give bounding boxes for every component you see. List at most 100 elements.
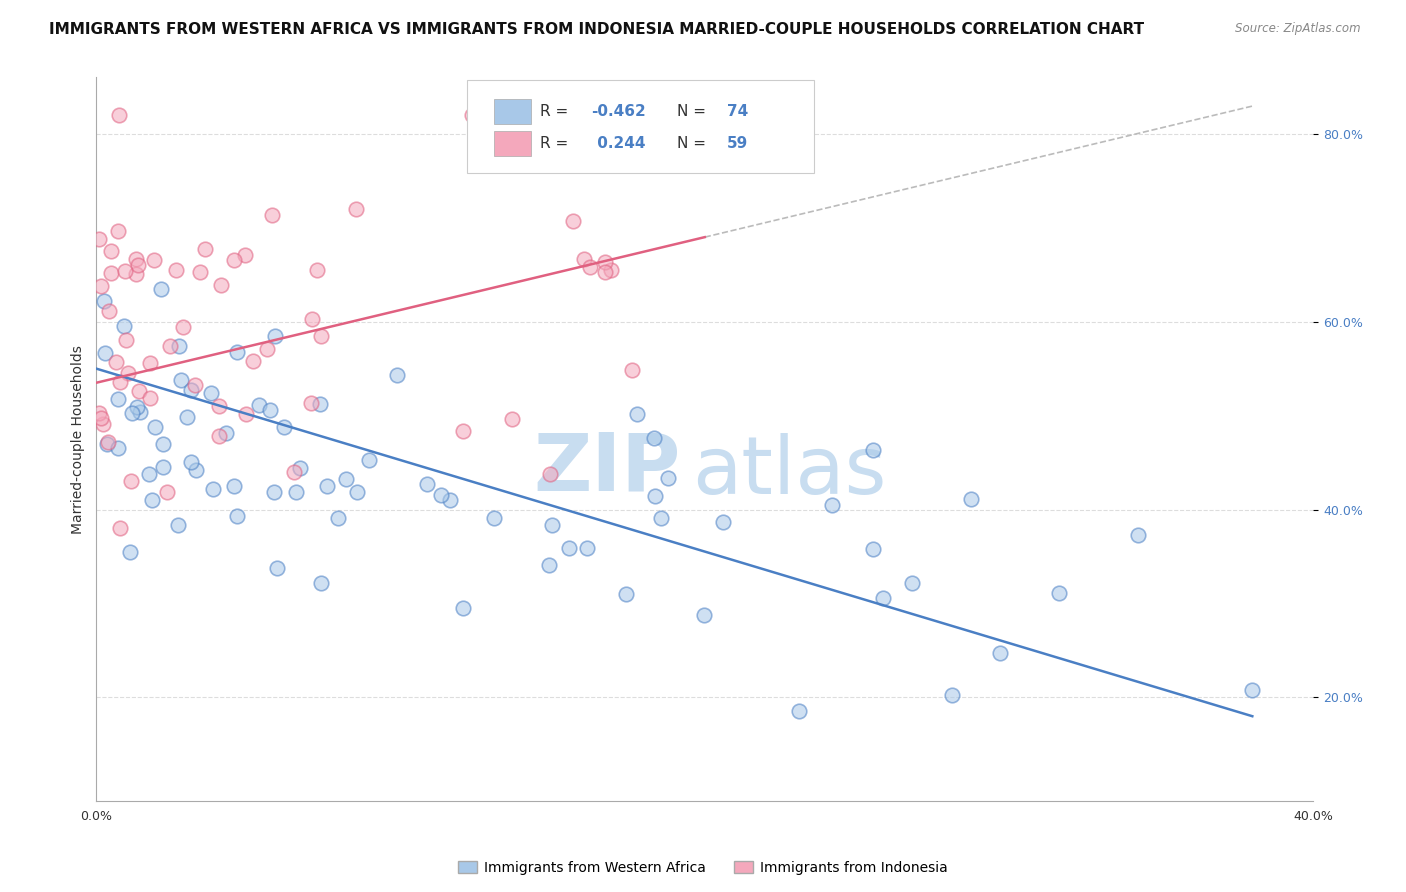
- Text: ZIP: ZIP: [533, 429, 681, 507]
- Y-axis label: Married-couple Households: Married-couple Households: [72, 344, 86, 533]
- Point: [226, 509, 249, 524]
- Point: [1047, 586, 1070, 600]
- Point: [301, 312, 323, 326]
- Point: [121, 406, 143, 420]
- Point: [200, 385, 222, 400]
- Point: [100, 266, 122, 280]
- Point: [97, 435, 120, 450]
- Point: [115, 333, 138, 347]
- Point: [170, 372, 193, 386]
- Point: [644, 489, 666, 503]
- Point: [988, 646, 1011, 660]
- Point: [558, 541, 581, 555]
- Point: [184, 463, 207, 477]
- Point: [165, 263, 187, 277]
- Point: [142, 252, 165, 267]
- Point: [138, 467, 160, 481]
- Point: [593, 255, 616, 269]
- Point: [285, 485, 308, 500]
- Point: [104, 355, 127, 369]
- Point: [256, 342, 278, 356]
- Point: [593, 265, 616, 279]
- Point: [242, 353, 264, 368]
- Point: [172, 319, 194, 334]
- Point: [194, 243, 217, 257]
- Point: [643, 431, 665, 445]
- Point: [90, 411, 112, 425]
- Text: N =: N =: [676, 104, 710, 119]
- Point: [538, 467, 561, 481]
- Point: [110, 521, 132, 535]
- Point: [152, 460, 174, 475]
- Point: [259, 403, 281, 417]
- Point: [1241, 682, 1264, 697]
- Point: [451, 424, 474, 438]
- Point: [108, 375, 131, 389]
- FancyBboxPatch shape: [467, 80, 814, 173]
- Point: [482, 510, 505, 524]
- Point: [626, 407, 648, 421]
- Point: [150, 282, 173, 296]
- Point: [233, 248, 256, 262]
- Point: [299, 395, 322, 409]
- Point: [249, 398, 271, 412]
- Point: [107, 441, 129, 455]
- Point: [89, 406, 111, 420]
- Point: [290, 461, 312, 475]
- Point: [872, 591, 894, 605]
- Point: [152, 437, 174, 451]
- Point: [346, 485, 368, 500]
- Text: -0.462: -0.462: [592, 104, 647, 119]
- Point: [208, 399, 231, 413]
- Text: IMMIGRANTS FROM WESTERN AFRICA VS IMMIGRANTS FROM INDONESIA MARRIED-COUPLE HOUSE: IMMIGRANTS FROM WESTERN AFRICA VS IMMIGR…: [49, 22, 1144, 37]
- Point: [538, 558, 561, 572]
- Point: [235, 407, 257, 421]
- Point: [416, 477, 439, 491]
- Text: atlas: atlas: [693, 433, 887, 510]
- Point: [501, 412, 523, 426]
- Point: [578, 260, 600, 274]
- Point: [124, 267, 146, 281]
- Point: [359, 452, 381, 467]
- Point: [188, 265, 211, 279]
- Point: [264, 328, 287, 343]
- Point: [657, 471, 679, 485]
- Point: [215, 426, 238, 441]
- Point: [96, 437, 118, 451]
- Point: [941, 688, 963, 702]
- Point: [650, 510, 672, 524]
- Point: [159, 339, 181, 353]
- Point: [139, 356, 162, 370]
- Point: [176, 410, 198, 425]
- Point: [114, 264, 136, 278]
- Point: [576, 541, 599, 555]
- Point: [208, 429, 231, 443]
- Point: [451, 600, 474, 615]
- Text: 0.244: 0.244: [592, 136, 645, 151]
- Point: [309, 576, 332, 591]
- Point: [713, 515, 735, 529]
- Point: [541, 518, 564, 533]
- Bar: [495, 131, 530, 155]
- Point: [262, 208, 284, 222]
- Point: [155, 485, 177, 500]
- Point: [461, 108, 484, 122]
- Point: [167, 339, 190, 353]
- Point: [821, 498, 844, 512]
- Point: [309, 329, 332, 343]
- Point: [901, 576, 924, 591]
- Bar: [495, 99, 530, 124]
- Point: [117, 366, 139, 380]
- Point: [222, 253, 245, 268]
- Point: [94, 346, 117, 360]
- Point: [118, 544, 141, 558]
- Text: 59: 59: [727, 136, 748, 151]
- Point: [100, 244, 122, 258]
- Point: [224, 479, 246, 493]
- Point: [138, 391, 160, 405]
- Point: [90, 278, 112, 293]
- Point: [273, 420, 295, 434]
- Point: [128, 384, 150, 398]
- Legend: Immigrants from Western Africa, Immigrants from Indonesia: Immigrants from Western Africa, Immigran…: [453, 855, 953, 880]
- Point: [263, 485, 285, 500]
